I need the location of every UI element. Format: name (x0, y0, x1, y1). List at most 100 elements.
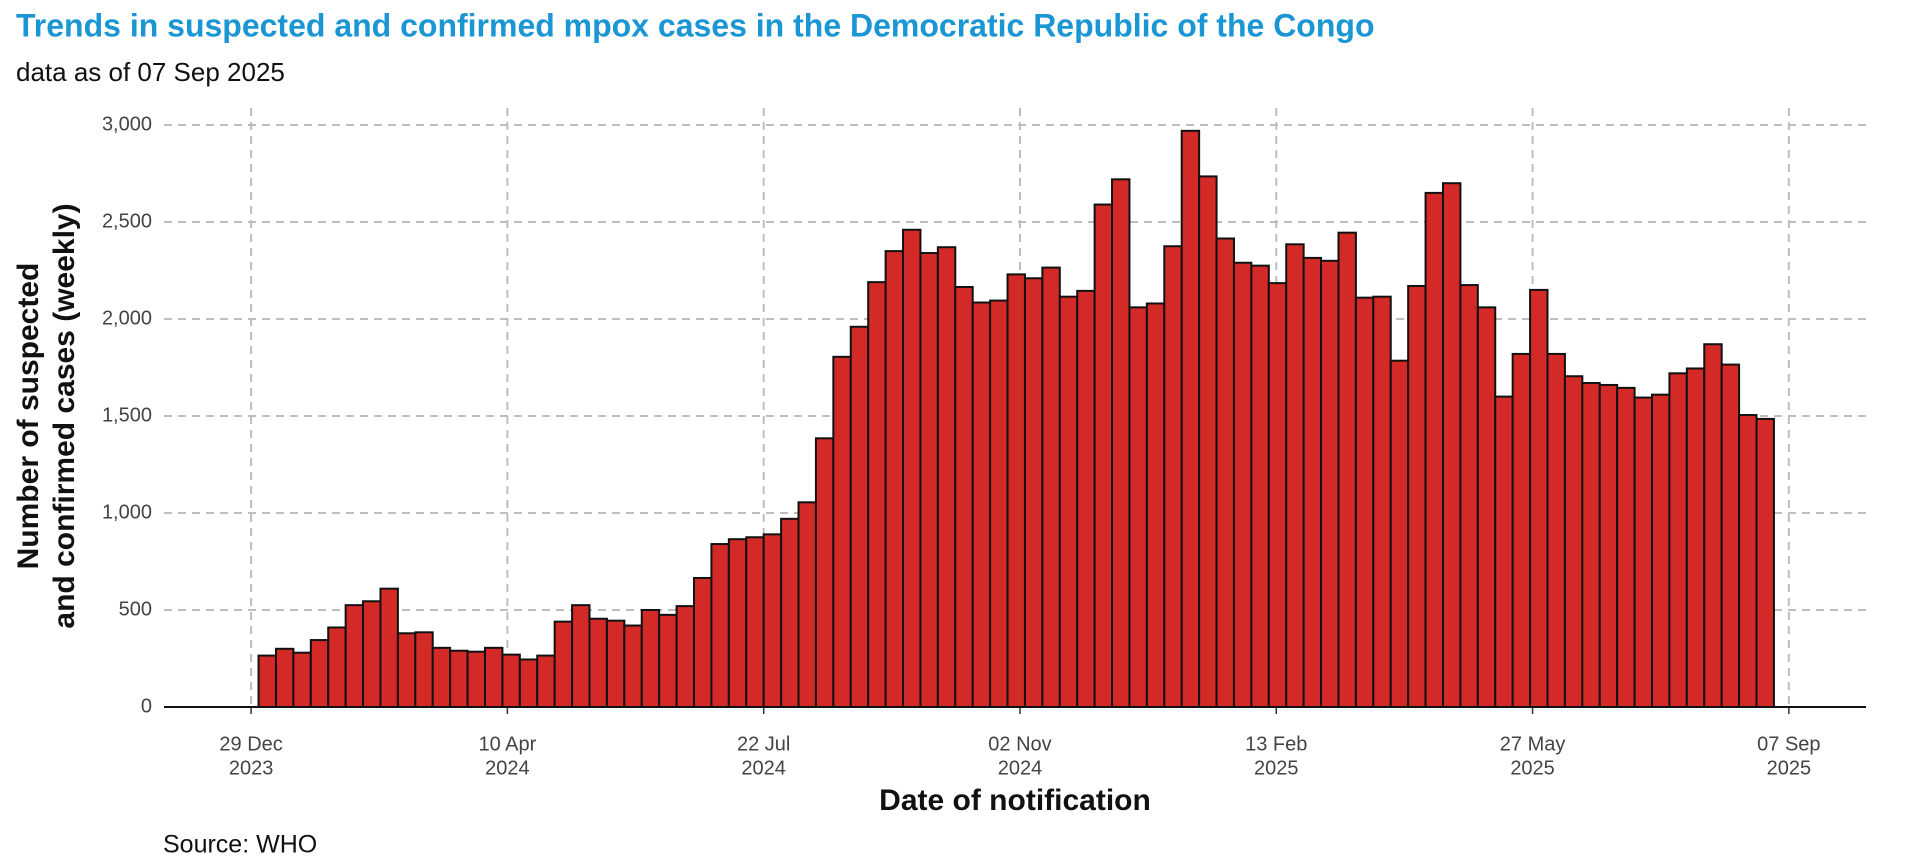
bar (640, 609, 661, 708)
bar (449, 649, 469, 708)
bar (1267, 282, 1288, 708)
x-tick-label: 27 May (1500, 733, 1566, 755)
bar (1337, 231, 1357, 708)
y-tick-label: 0 (141, 695, 152, 717)
bar (954, 285, 974, 708)
bar (327, 626, 347, 709)
x-tick-label: 2023 (229, 757, 274, 779)
bar (379, 587, 399, 708)
chart-subtitle: data as of 07 Sep 2025 (16, 57, 285, 87)
bar (1703, 343, 1723, 708)
bar (727, 538, 748, 708)
x-tick-label: 13 Feb (1245, 733, 1307, 755)
bar (1093, 203, 1114, 708)
bar (1111, 178, 1131, 708)
bar (1563, 375, 1584, 708)
bar (588, 617, 608, 708)
x-tick-label: 2024 (741, 757, 786, 779)
bar (396, 632, 417, 709)
bar (919, 252, 939, 708)
y-tick-label: 2,000 (102, 307, 152, 329)
bar (1511, 352, 1532, 708)
bar (1058, 295, 1079, 708)
bar (414, 631, 434, 708)
bar (571, 604, 591, 709)
bar (466, 650, 486, 709)
bar (1232, 261, 1253, 708)
bar (1250, 264, 1270, 708)
x-tick-label: 2025 (1510, 757, 1555, 779)
x-tick-label: 2025 (1767, 757, 1812, 779)
bar (1668, 372, 1688, 708)
bar (1459, 284, 1479, 708)
y-tick-label: 500 (119, 598, 152, 620)
bar (762, 533, 783, 709)
bar (797, 501, 817, 708)
y-axis-title-line: and confirmed cases (weekly) (48, 203, 81, 628)
x-tick-label: 10 Apr (478, 733, 536, 755)
bar (1546, 352, 1566, 708)
bar (309, 639, 330, 709)
x-tick-label: 2025 (1254, 757, 1299, 779)
bar (553, 620, 574, 709)
bar (1494, 395, 1514, 708)
bar (867, 281, 887, 708)
y-tick-label: 2,500 (102, 210, 152, 232)
bar (936, 246, 957, 708)
x-tick-label: 29 Dec (219, 733, 282, 755)
bar (1076, 289, 1096, 708)
bar (1320, 259, 1340, 708)
bar (344, 604, 365, 709)
bar (483, 646, 504, 709)
bar (1685, 367, 1706, 708)
bar (1389, 359, 1410, 708)
bar (1598, 383, 1619, 708)
x-tick-label: 2024 (998, 757, 1043, 779)
source-note: Source: WHO (163, 831, 317, 859)
x-tick-label: 22 Jul (737, 733, 790, 755)
bar (1180, 129, 1201, 708)
bar (1755, 417, 1775, 708)
bar (780, 517, 800, 708)
bar (605, 619, 626, 708)
bar (1738, 414, 1758, 708)
bar (1023, 277, 1044, 708)
y-tick-label: 1,500 (102, 404, 152, 426)
bar (1215, 237, 1235, 709)
bar (431, 646, 452, 709)
bar (989, 299, 1009, 708)
bar (1302, 256, 1323, 708)
y-axis-title-line: Number of suspected (12, 263, 45, 570)
bar (971, 301, 992, 708)
bar (1145, 302, 1166, 708)
bar (849, 325, 870, 708)
bar (745, 536, 765, 708)
bar (501, 653, 521, 708)
bar (1041, 266, 1061, 708)
bar (675, 605, 696, 708)
bar (1198, 175, 1218, 709)
bar (1372, 295, 1392, 708)
bar (1720, 363, 1741, 708)
bar (832, 355, 852, 708)
bar (1285, 243, 1305, 708)
bar (902, 228, 922, 708)
bar (1529, 288, 1549, 708)
y-tick-label: 1,000 (102, 501, 152, 523)
y-tick-label: 3,000 (102, 113, 152, 135)
bar (1163, 245, 1183, 708)
bar (1581, 382, 1601, 708)
bar (257, 654, 277, 709)
bar (1651, 393, 1671, 708)
chart-title: Trends in suspected and confirmed mpox c… (16, 7, 1374, 43)
bar (623, 624, 643, 709)
bar (1128, 306, 1148, 708)
bar (1441, 182, 1462, 708)
x-tick-label: 2024 (485, 757, 530, 779)
bar (693, 576, 713, 708)
bar (710, 543, 730, 708)
x-tick-label: 02 Nov (988, 733, 1051, 755)
bar (1633, 396, 1654, 708)
y-axis-title: Number of suspected and confirmed cases … (12, 203, 81, 628)
